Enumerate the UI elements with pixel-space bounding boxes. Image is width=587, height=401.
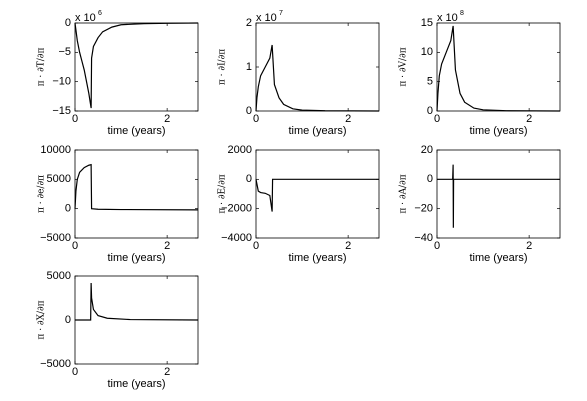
y-tick-label: −5	[58, 46, 71, 58]
x-tick-label: 2	[164, 240, 170, 252]
y-axis-label: π · ∂I/∂π	[218, 49, 228, 85]
line-series	[437, 164, 560, 228]
y-axis-label: π · ∂e/∂π	[37, 175, 47, 213]
plot-area	[255, 22, 380, 112]
line-series	[75, 283, 199, 321]
y-tick-label: −4000	[221, 232, 252, 244]
y-tick-label: 2	[246, 17, 252, 29]
y-tick-label: 15	[421, 17, 433, 29]
y-tick-label: 5000	[47, 270, 71, 282]
x-tick-label: 0	[72, 366, 78, 378]
x-tick-label: 2	[526, 113, 532, 125]
y-tick-label: 5000	[47, 173, 71, 185]
axis-multiplier: x 10	[437, 12, 458, 24]
y-tick-label: 2000	[228, 144, 252, 156]
x-tick-label: 0	[72, 240, 78, 252]
x-axis-label: time (years)	[288, 125, 346, 137]
axis-multiplier-exponent: 8	[460, 10, 464, 17]
y-axis-label: π · ∂E/∂π	[218, 174, 228, 213]
x-tick-label: 0	[72, 113, 78, 125]
plot-area	[74, 22, 199, 112]
y-tick-label: 0	[427, 105, 433, 117]
plot-area	[436, 149, 561, 239]
y-axis-label: π · ∂T/∂π	[37, 48, 47, 87]
y-tick-label: −15	[52, 105, 71, 117]
x-axis-label: time (years)	[107, 125, 165, 137]
y-tick-label: 0	[65, 203, 71, 215]
x-tick-label: 2	[345, 113, 351, 125]
y-tick-label: 0	[65, 17, 71, 29]
y-tick-label: −5000	[40, 358, 71, 370]
x-axis-label: time (years)	[469, 125, 527, 137]
line-series	[74, 163, 199, 211]
x-tick-label: 2	[345, 240, 351, 252]
y-tick-label: −20	[414, 203, 433, 215]
line-series	[74, 22, 199, 109]
y-tick-label: −2000	[221, 203, 252, 215]
y-tick-label: 0	[65, 314, 71, 326]
y-tick-label: −10	[52, 76, 71, 88]
x-tick-label: 2	[164, 113, 170, 125]
plot-area	[74, 149, 199, 239]
x-tick-label: 0	[434, 240, 440, 252]
y-tick-label: 0	[246, 173, 252, 185]
y-tick-label: 20	[421, 144, 433, 156]
x-tick-label: 2	[164, 366, 170, 378]
x-axis-label: time (years)	[107, 378, 165, 390]
x-tick-label: 0	[434, 113, 440, 125]
axis-multiplier: x 10	[75, 12, 96, 24]
x-tick-label: 2	[526, 240, 532, 252]
y-tick-label: 1	[246, 61, 252, 73]
y-tick-label: 5	[427, 76, 433, 88]
y-tick-label: −5000	[40, 232, 71, 244]
x-tick-label: 0	[253, 113, 259, 125]
y-axis-label: π · ∂A/∂π	[399, 174, 409, 213]
x-tick-label: 0	[253, 240, 259, 252]
line-series	[255, 44, 380, 112]
y-axis-label: π · ∂V/∂π	[399, 47, 409, 86]
plot-area	[255, 149, 380, 239]
axis-multiplier-exponent: 6	[98, 10, 102, 17]
y-tick-label: 0	[246, 105, 252, 117]
y-tick-label: 10000	[40, 144, 71, 156]
y-axis-label: π · ∂X/∂π	[37, 300, 47, 339]
axis-multiplier: x 10	[256, 12, 277, 24]
y-tick-label: 10	[421, 46, 433, 58]
x-axis-label: time (years)	[107, 252, 165, 264]
line-series	[255, 178, 379, 212]
x-axis-label: time (years)	[288, 252, 346, 264]
y-tick-label: 0	[427, 173, 433, 185]
line-series	[436, 25, 561, 112]
axis-multiplier-exponent: 7	[279, 10, 283, 17]
y-tick-label: −40	[414, 232, 433, 244]
x-axis-label: time (years)	[469, 252, 527, 264]
